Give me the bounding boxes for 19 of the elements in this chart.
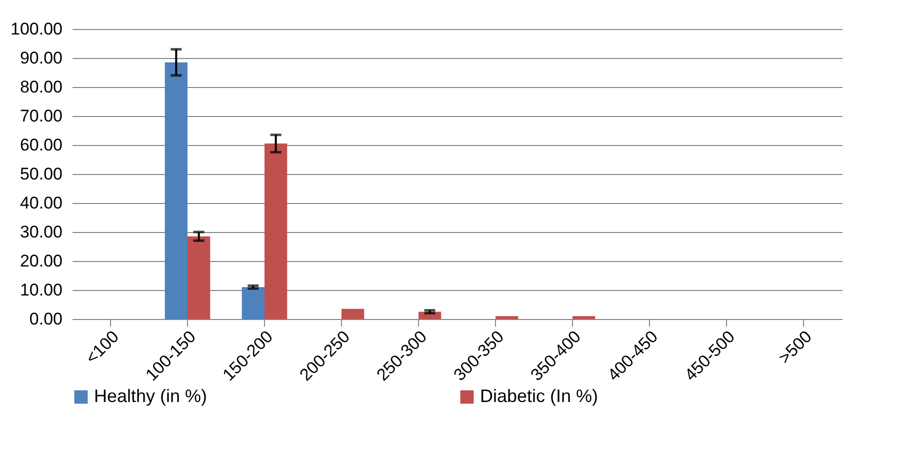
bar [188,236,210,319]
bar [164,62,188,319]
bar [264,144,288,319]
bar [572,316,596,319]
y-tick-label: 40.00 [20,194,62,212]
y-tick-label: 50.00 [20,164,62,184]
y-tick-label: 10.00 [20,280,62,300]
bar [496,316,518,319]
bar [342,308,364,319]
y-tick-label: 100.00 [10,20,62,38]
y-tick-label: 90.00 [20,48,62,68]
y-tick-label: 30.00 [20,222,62,242]
y-tick-label: 20.00 [20,252,62,270]
legend-label: Diabetic (In %) [480,386,598,406]
y-tick-label: 80.00 [20,78,62,96]
y-tick-label: 0.00 [29,310,62,328]
legend-label: Healthy (in %) [94,386,208,406]
y-tick-label: 60.00 [20,136,62,154]
y-tick-label: 70.00 [20,106,62,126]
